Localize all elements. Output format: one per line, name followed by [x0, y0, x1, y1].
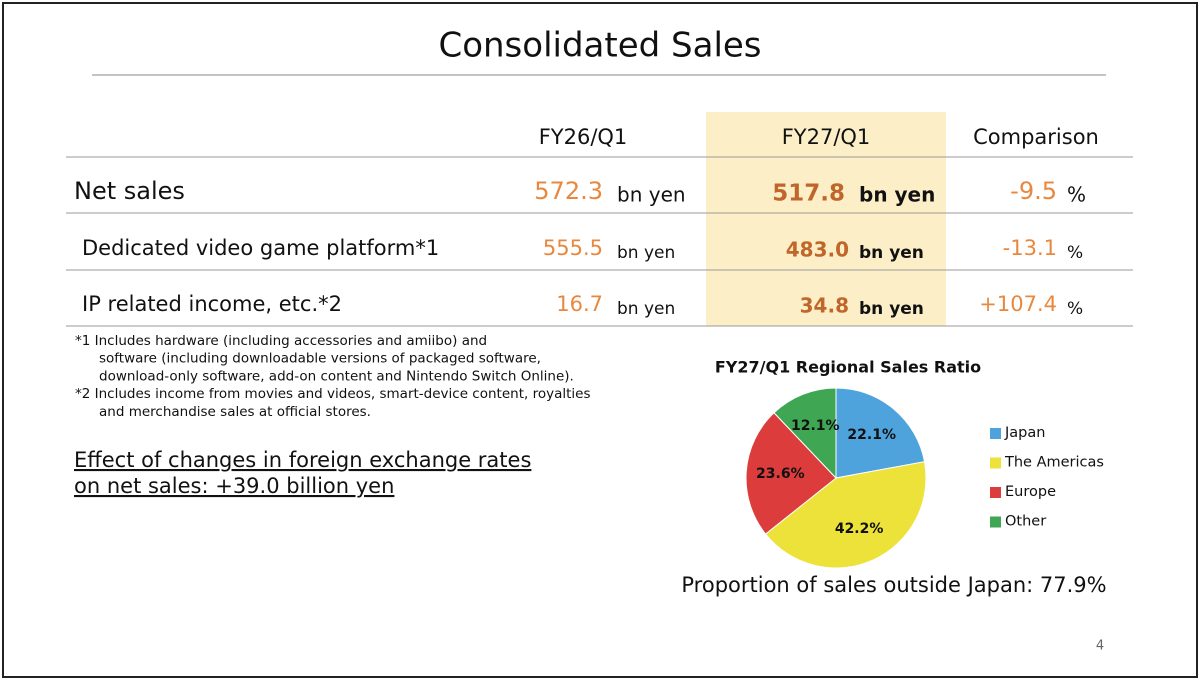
footnote: download-only software, add-on content a…: [99, 368, 574, 384]
pie-slice: [835, 387, 926, 479]
footnote: and merchandise sales at official stores…: [99, 404, 371, 420]
fx-note: on net sales: +39.0 billion yen: [74, 474, 394, 498]
fy27-value: 517.8: [772, 181, 845, 207]
fy26-value: 16.7: [556, 292, 603, 316]
fy26-value: 572.3: [534, 177, 603, 205]
pie-slice: [764, 461, 927, 569]
legend-swatch: [990, 457, 1001, 469]
fy26-unit: bn yen: [617, 299, 675, 319]
fy26-unit: bn yen: [617, 183, 686, 207]
fy27-unit: bn yen: [859, 299, 924, 319]
fx-note: Effect of changes in foreign exchange ra…: [74, 448, 531, 472]
slice-label: 12.1%: [791, 418, 840, 434]
comparison-value: -9.5: [1010, 177, 1057, 205]
fy26-unit: bn yen: [617, 243, 675, 263]
fy27-unit: bn yen: [859, 183, 935, 207]
legend-label: Other: [1005, 514, 1046, 530]
legend-swatch: [990, 428, 1001, 439]
pie-slice: [773, 387, 837, 480]
proportion-note: Proportion of sales outside Japan: 77.9%: [681, 573, 1106, 597]
comparison-value: -13.1: [1003, 236, 1057, 260]
row-label: Net sales: [74, 177, 185, 205]
row-label: IP related income, etc.*2: [82, 292, 342, 316]
page-number: 4: [1096, 639, 1104, 654]
fy27-unit: bn yen: [859, 243, 924, 263]
fy27-value: 483.0: [786, 238, 849, 262]
row-label: Dedicated video game platform*1: [82, 236, 439, 260]
footnote: software (including downloadable version…: [99, 351, 541, 367]
slice-label: 23.6%: [756, 466, 805, 482]
title: Consolidated Sales: [438, 26, 761, 66]
fy27-value: 34.8: [800, 294, 849, 318]
legend-swatch: [990, 516, 1001, 528]
comparison-unit: %: [1067, 243, 1083, 263]
chart-title: FY27/Q1 Regional Sales Ratio: [715, 358, 981, 377]
comparison-value: +107.4: [979, 292, 1057, 316]
footnote: *1 Includes hardware (including accessor…: [75, 333, 487, 349]
pie-slice: [745, 412, 837, 535]
footnote: *2 Includes income from movies and video…: [75, 386, 591, 402]
legend-label: Europe: [1005, 484, 1056, 500]
column-header: FY27/Q1: [782, 125, 871, 149]
column-header: FY26/Q1: [539, 125, 628, 149]
comparison-unit: %: [1067, 183, 1086, 207]
comparison-unit: %: [1067, 299, 1083, 319]
highlight-column: [706, 112, 946, 326]
slice-label: 22.1%: [847, 427, 896, 443]
legend-swatch: [990, 487, 1001, 498]
legend-label: Japan: [1004, 425, 1045, 441]
fy26-value: 555.5: [543, 236, 603, 260]
legend-label: The Americas: [1004, 455, 1104, 471]
slice-label: 42.2%: [835, 521, 884, 537]
column-header: Comparison: [973, 125, 1099, 149]
